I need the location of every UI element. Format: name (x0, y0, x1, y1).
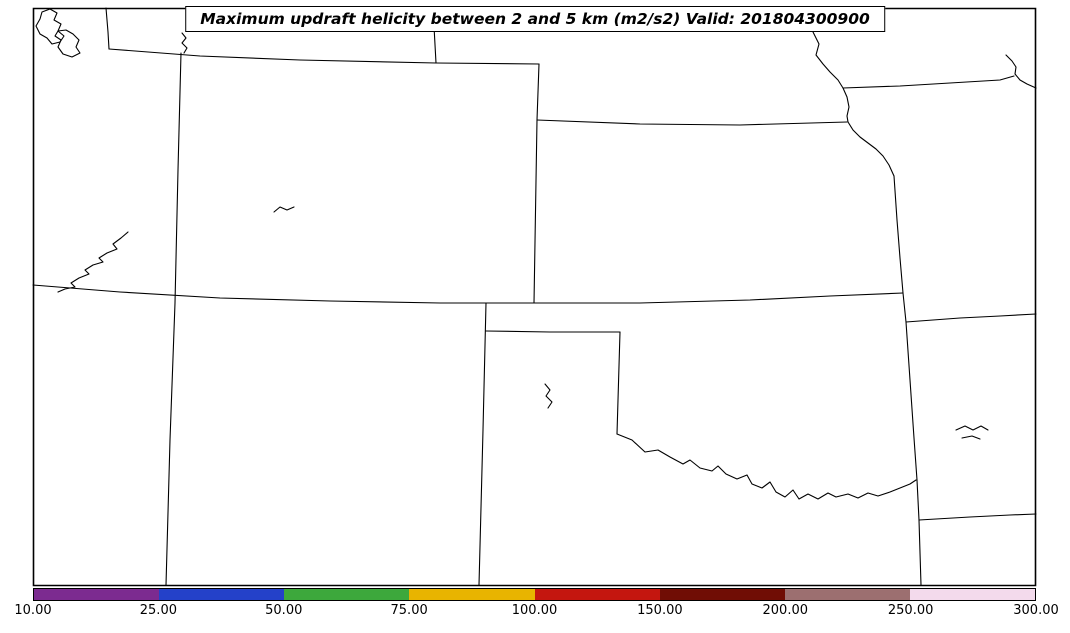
lake-great-salt-lake-north (36, 9, 64, 44)
colorbar-tick-label: 75.00 (390, 603, 428, 618)
colorbar-tick-label: 25.00 (139, 603, 177, 618)
colorbar-segment (534, 589, 660, 600)
lake-powell (58, 232, 128, 292)
colorbar-tick-label: 250.00 (887, 603, 934, 618)
colorbar (33, 588, 1036, 601)
colorbar-tick-label: 10.00 (14, 603, 52, 618)
colorbar-segment (409, 589, 535, 600)
state-border-panhandle-south (486, 331, 620, 332)
state-border-kansas-nebraska (537, 120, 847, 125)
state-border-east (894, 176, 921, 585)
state-border-red-river (617, 434, 916, 499)
colorbar-segment (34, 589, 160, 600)
colorbar-segment (284, 589, 410, 600)
state-border-arkansas-missouri (906, 314, 1036, 322)
state-border-texas-oklahoma (617, 332, 620, 434)
state-border-missouri-river (812, 8, 894, 176)
state-border-west-meridian (166, 53, 181, 585)
state-border-iowa-missouri (843, 76, 1014, 88)
state-border-37n (33, 285, 903, 303)
state-border-colorado-east (534, 64, 539, 303)
colorbar-segment (159, 589, 285, 600)
colorbar-tick-label: 150.00 (637, 603, 683, 618)
state-border-arkansas-louisiana (919, 514, 1036, 520)
state-borders (33, 8, 1036, 585)
lake-outlines (36, 9, 988, 439)
lake-degray (962, 436, 980, 439)
colorbar-segment (784, 589, 910, 600)
lake-ouachita (956, 426, 988, 430)
colorbar-tick-label: 100.00 (511, 603, 558, 618)
lake-great-salt-lake-south (55, 30, 80, 57)
colorbar-ticks: 10.00 25.00 50.00 75.00 100.00 150.00 200.00 25… (14, 603, 1058, 623)
lake-flaming-gorge (182, 33, 187, 53)
state-border-mississippi-river (1006, 55, 1036, 88)
state-border-41n (109, 49, 539, 64)
colorbar-segment (909, 589, 1035, 600)
colorbar-segment (659, 589, 785, 600)
state-border-new-mexico-east (479, 303, 486, 585)
lake-meredith (545, 384, 552, 408)
plot-title-box: Maximum updraft helicity between 2 and 5… (185, 6, 885, 32)
state-border-wyoming-west (106, 8, 109, 49)
plot-title: Maximum updraft helicity between 2 and 5… (200, 10, 870, 28)
lake-blue-mesa (274, 207, 294, 212)
colorbar-tick-label: 300.00 (1013, 603, 1059, 618)
colorbar-tick-label: 50.00 (265, 603, 303, 618)
colorbar-tick-label: 200.00 (762, 603, 809, 618)
